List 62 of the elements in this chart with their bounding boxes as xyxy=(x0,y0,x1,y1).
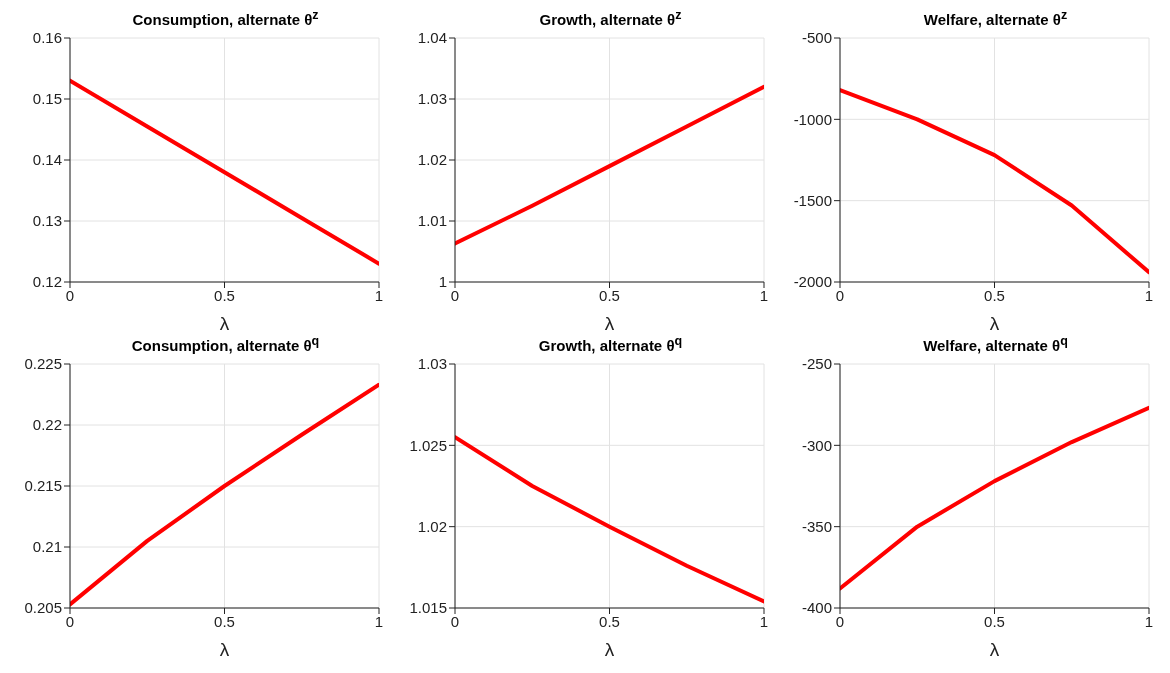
y-tick-label: -400 xyxy=(801,599,832,617)
y-tick-label: 1.03 xyxy=(417,355,447,373)
chart-title: Welfare, alternate θ$^{z}$ xyxy=(923,8,1068,28)
y-tick-label: -2000 xyxy=(793,273,832,291)
y-tick-label: 0.15 xyxy=(32,90,62,108)
x-tick-label: 0 xyxy=(835,612,845,630)
y-tick-label: 1 xyxy=(438,273,447,291)
x-tick-label: 0.5 xyxy=(214,286,235,304)
y-tick-label: 1.04 xyxy=(417,29,447,47)
line-series xyxy=(455,84,764,246)
y-tick-label: 0.205 xyxy=(24,599,62,617)
y-tick-label: 0.225 xyxy=(24,355,62,373)
line-series xyxy=(70,78,379,266)
line-series xyxy=(840,88,1149,275)
x-tick-label: 0.5 xyxy=(599,286,620,304)
x-axis-title: λ xyxy=(219,639,230,660)
chart-title: Welfare, alternate θ$^{q}$ xyxy=(923,334,1068,354)
x-tick-label: 1 xyxy=(759,286,769,304)
x-tick-label: 0 xyxy=(65,612,75,630)
x-tick-label: 0 xyxy=(835,286,845,304)
y-tick-label: 1.03 xyxy=(417,90,447,108)
y-tick-label: 1.01 xyxy=(417,212,447,230)
x-tick-label: 1 xyxy=(374,286,384,304)
x-tick-label: 1 xyxy=(1144,286,1154,304)
chart-title: Consumption, alternate θ$^{q}$ xyxy=(131,334,320,354)
line-series xyxy=(455,435,764,604)
x-tick-label: 0.5 xyxy=(984,286,1005,304)
x-tick-label: 1 xyxy=(759,612,769,630)
y-tick-label: 0.16 xyxy=(32,29,62,47)
x-tick-label: 0.5 xyxy=(984,612,1005,630)
y-tick-label: 0.13 xyxy=(32,212,62,230)
x-tick-label: 0 xyxy=(450,612,460,630)
y-tick-label: -1500 xyxy=(793,191,832,209)
y-tick-label: -1000 xyxy=(793,110,832,128)
x-axis-title: λ xyxy=(604,639,615,660)
y-tick-label: -350 xyxy=(801,517,832,535)
x-tick-label: 0 xyxy=(65,286,75,304)
y-tick-label: 0.14 xyxy=(32,151,62,169)
x-axis-title: λ xyxy=(219,313,230,334)
y-tick-label: 0.21 xyxy=(32,538,62,556)
chart-title: Growth, alternate θ$^{z}$ xyxy=(539,8,682,28)
chart-title: Growth, alternate θ$^{q}$ xyxy=(538,334,683,354)
x-tick-label: 0.5 xyxy=(599,612,620,630)
x-tick-label: 1 xyxy=(374,612,384,630)
y-tick-label: 1.02 xyxy=(417,151,447,169)
chart-title: Consumption, alternate θ$^{z}$ xyxy=(132,8,319,28)
x-tick-label: 0 xyxy=(450,286,460,304)
line-series xyxy=(840,405,1149,591)
y-tick-label: 1.02 xyxy=(417,517,447,535)
y-tick-label: -250 xyxy=(801,355,832,373)
x-tick-label: 0.5 xyxy=(214,612,235,630)
y-tick-label: -300 xyxy=(801,436,832,454)
y-tick-label: 1.025 xyxy=(409,436,447,454)
y-tick-label: 0.12 xyxy=(32,273,62,291)
y-tick-label: 0.22 xyxy=(32,416,62,434)
y-tick-label: 1.015 xyxy=(409,599,447,617)
y-tick-label: 0.215 xyxy=(24,477,62,495)
x-axis-title: λ xyxy=(989,639,1000,660)
y-tick-label: -500 xyxy=(801,29,832,47)
x-axis-title: λ xyxy=(989,313,1000,334)
x-tick-label: 1 xyxy=(1144,612,1154,630)
x-axis-title: λ xyxy=(604,313,615,334)
